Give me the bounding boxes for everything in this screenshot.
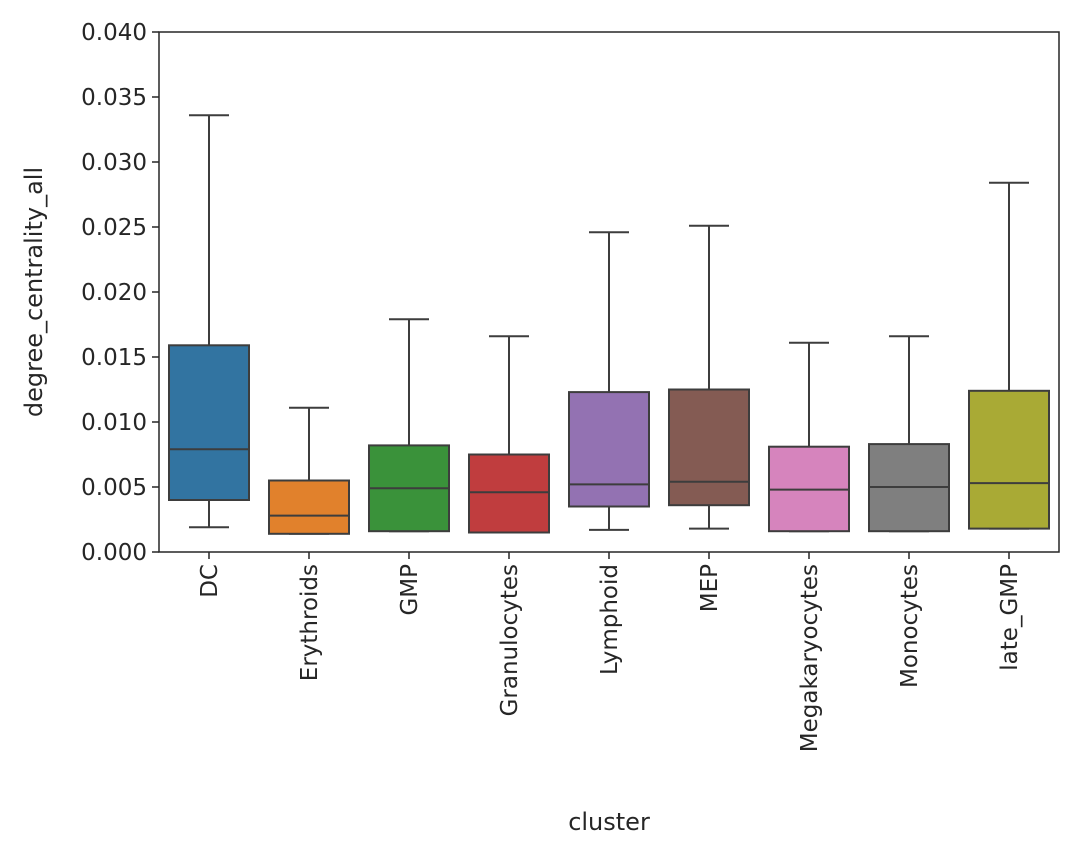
y-tick-label: 0.040 xyxy=(81,20,147,46)
boxes-layer xyxy=(168,114,1050,535)
x-tick-label: Monocytes xyxy=(897,564,923,688)
y-tick-label: 0.000 xyxy=(81,540,147,566)
y-tick-label: 0.025 xyxy=(81,215,147,241)
box-megakaryocytes xyxy=(768,341,850,533)
box-monocytes xyxy=(868,335,950,533)
box-granulocytes xyxy=(468,335,550,534)
box-dc xyxy=(168,114,250,529)
iqr-box xyxy=(168,344,250,501)
box-gmp xyxy=(368,318,450,533)
x-tick-label: Granulocytes xyxy=(497,564,523,716)
box-late-gmp xyxy=(968,181,1050,530)
iqr-box xyxy=(268,479,350,535)
y-tick-label: 0.010 xyxy=(81,410,147,436)
box-lymphoid xyxy=(568,231,650,531)
y-tick-label: 0.020 xyxy=(81,280,147,306)
x-axis-label: cluster xyxy=(568,808,650,836)
iqr-box xyxy=(568,391,650,508)
y-tick-label: 0.015 xyxy=(81,345,147,371)
iqr-box xyxy=(968,389,1050,530)
y-axis-label: degree_centrality_all xyxy=(20,167,48,417)
x-tick-label: late_GMP xyxy=(997,564,1023,671)
iqr-box xyxy=(668,388,750,507)
x-tick-label: Erythroids xyxy=(297,564,323,681)
y-tick-label: 0.035 xyxy=(81,85,147,111)
box-mep xyxy=(668,224,750,530)
x-tick-label: GMP xyxy=(397,564,423,616)
y-tick-label: 0.005 xyxy=(81,475,147,501)
x-tick-label: DC xyxy=(197,564,223,598)
iqr-box xyxy=(468,453,550,534)
y-tick-label: 0.030 xyxy=(81,150,147,176)
x-tick-label: Megakaryocytes xyxy=(797,564,823,752)
box-erythroids xyxy=(268,406,350,535)
y-axis-ticks: 0.000 0.005 0.010 0.015 0.020 0.025 0.030 0.035… xyxy=(81,20,159,566)
x-tick-label: Lymphoid xyxy=(597,564,623,675)
x-axis-ticks: DC Erythroids GMP Granulocytes Lymphoid MEP Me… xyxy=(197,552,1023,752)
x-tick-label: MEP xyxy=(697,564,723,612)
